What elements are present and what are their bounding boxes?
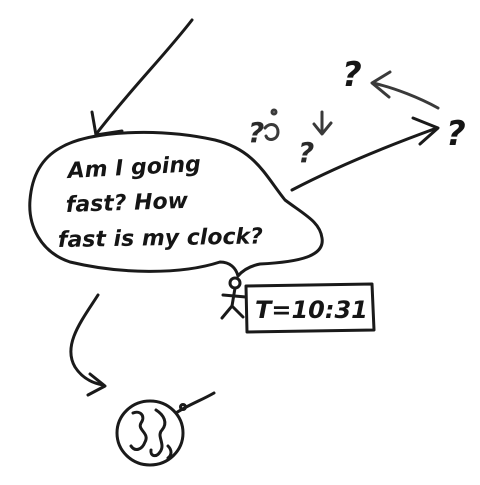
speech-bubble [28,130,324,278]
arrow-between-questions [370,70,440,110]
arrow-to-earth [69,293,107,397]
question-marks: ? ? ? ? [248,55,466,169]
clock-box: T=10:31 [244,282,376,334]
question-mark-right: ? [446,114,466,154]
question-cluster-scribble [263,108,333,141]
bubble-line-1: Am I going [65,152,201,184]
incoming-arrow [90,18,194,137]
question-mark-top: ? [342,55,362,95]
bubble-line-3: fast is my clock? [58,224,264,253]
earth-globe-icon [115,391,216,467]
speech-bubble-text: Am I going fast? How fast is my clock? [58,152,264,253]
stick-figure [220,276,248,320]
clock-readout: T=10:31 [255,296,368,324]
question-mark-cluster-right: ? [298,136,314,169]
bubble-line-2: fast? How [65,189,189,218]
question-mark-cluster-left: ? [248,116,264,149]
arrow-to-question-right [290,116,440,192]
